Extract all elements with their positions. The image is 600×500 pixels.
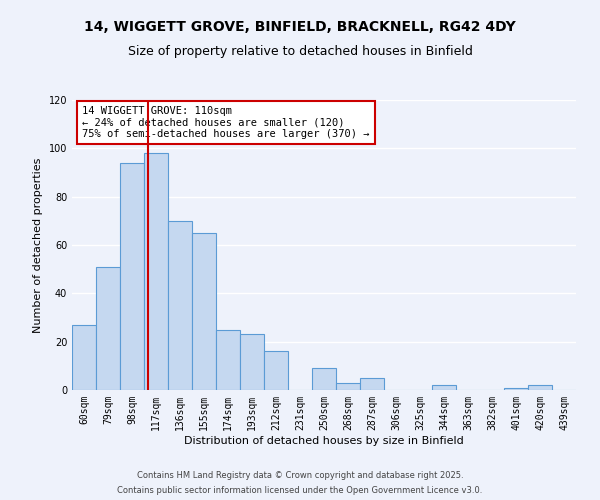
Bar [504,388,528,390]
Text: 14 WIGGETT GROVE: 110sqm
← 24% of detached houses are smaller (120)
75% of semi-: 14 WIGGETT GROVE: 110sqm ← 24% of detach… [82,106,370,139]
Bar [360,378,384,390]
Bar [72,325,96,390]
Bar [168,221,192,390]
Text: Size of property relative to detached houses in Binfield: Size of property relative to detached ho… [128,45,472,58]
Text: Contains HM Land Registry data © Crown copyright and database right 2025.: Contains HM Land Registry data © Crown c… [137,471,463,480]
Bar [528,385,552,390]
Y-axis label: Number of detached properties: Number of detached properties [33,158,43,332]
Bar [192,233,216,390]
Bar [432,385,456,390]
Bar [240,334,264,390]
Text: 14, WIGGETT GROVE, BINFIELD, BRACKNELL, RG42 4DY: 14, WIGGETT GROVE, BINFIELD, BRACKNELL, … [84,20,516,34]
X-axis label: Distribution of detached houses by size in Binfield: Distribution of detached houses by size … [184,436,464,446]
Bar [264,352,288,390]
Text: Contains public sector information licensed under the Open Government Licence v3: Contains public sector information licen… [118,486,482,495]
Bar [144,153,168,390]
Bar [312,368,336,390]
Bar [216,330,240,390]
Bar [120,163,144,390]
Bar [336,383,360,390]
Bar [96,267,120,390]
